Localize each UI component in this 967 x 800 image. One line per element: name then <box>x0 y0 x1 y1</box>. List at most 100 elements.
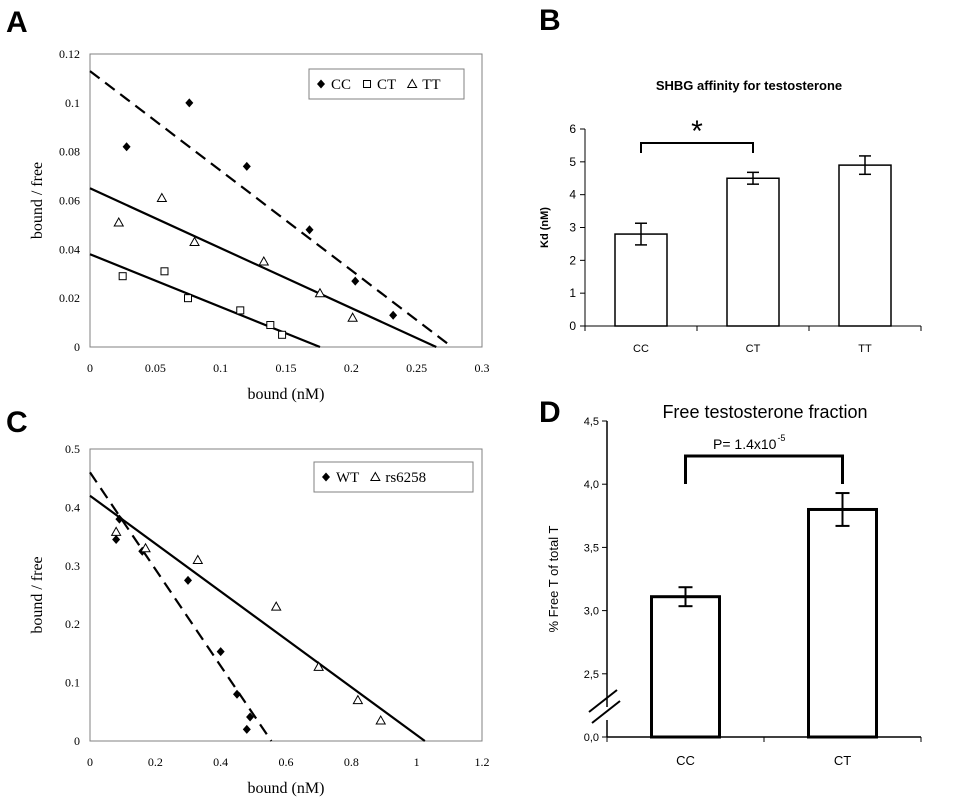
point-wt <box>184 575 192 585</box>
point-tt <box>113 216 125 227</box>
category-label-tt: TT <box>858 343 872 355</box>
point-ct <box>266 321 275 330</box>
point-cc <box>305 225 314 235</box>
legend-label-cc: CC <box>331 77 351 93</box>
fit-line-rs6258 <box>89 494 426 742</box>
p-value-label: P= 1.4x10 <box>713 436 777 452</box>
point-ct <box>118 272 127 281</box>
x-tick-label: 0.6 <box>279 755 294 769</box>
p-value-exponent: -5 <box>777 433 785 443</box>
fit-line-cc <box>89 70 453 348</box>
point-cc <box>242 161 251 171</box>
y-tick-label: 1 <box>569 286 576 300</box>
x-tick-label: 0.8 <box>344 755 359 769</box>
point-wt <box>233 689 241 699</box>
point-tt <box>189 236 200 247</box>
point-tt <box>314 287 326 298</box>
point-rs6258 <box>140 542 151 553</box>
point-rs6258 <box>313 661 325 671</box>
category-label-ct: CT <box>834 753 851 768</box>
fit-line-tt <box>89 187 437 348</box>
significance-bracket <box>684 454 844 484</box>
y-tick-label: 2 <box>569 253 576 267</box>
y-tick-label: 4,0 <box>584 479 599 491</box>
significance-star: * <box>691 115 703 148</box>
plot-area <box>89 53 483 348</box>
y-tick-label: 0.4 <box>65 500 80 514</box>
y-tick-label: 0,0 <box>584 732 599 744</box>
y-tick-label: 0.06 <box>59 194 80 208</box>
y-axis-label: Kd (nM) <box>539 207 551 248</box>
point-wt <box>216 647 225 657</box>
bar-ct <box>807 507 878 739</box>
x-tick-label: 0.25 <box>406 361 427 375</box>
point-rs6258 <box>192 554 204 564</box>
y-tick-label: 6 <box>569 122 576 136</box>
x-tick-label: 0.1 <box>213 361 228 375</box>
legend-marker-wt <box>322 472 330 482</box>
legend-label-wt: WT <box>336 470 359 486</box>
y-tick-label: 0.02 <box>59 291 80 305</box>
x-tick-label: 0.2 <box>344 361 359 375</box>
y-tick-label: 0 <box>74 734 80 748</box>
point-ct <box>278 330 287 339</box>
category-label-cc: CC <box>676 753 695 768</box>
point-rs6258 <box>375 715 387 725</box>
bar-cc <box>614 233 668 327</box>
point-rs6258 <box>270 601 282 611</box>
point-rs6258 <box>110 526 122 536</box>
x-axis-label: bound (nM) <box>248 780 325 797</box>
x-tick-label: 0.2 <box>148 755 163 769</box>
y-tick-label: 4,5 <box>584 416 599 428</box>
y-tick-label: 5 <box>569 155 576 169</box>
y-tick-label: 3,5 <box>584 542 599 554</box>
y-tick-label: 0.1 <box>65 96 80 110</box>
legend-box <box>313 461 474 493</box>
chart-title: Free testosterone fraction <box>662 402 867 422</box>
y-tick-label: 0.1 <box>65 676 80 690</box>
plot-area <box>89 448 483 742</box>
point-cc <box>351 276 360 286</box>
legend-label-tt: TT <box>422 77 440 93</box>
point-wt <box>242 724 251 734</box>
legend-marker-tt <box>406 78 418 88</box>
fit-line-wt <box>89 471 273 742</box>
x-tick-label: 0.4 <box>213 755 228 769</box>
point-cc <box>185 98 194 108</box>
point-wt <box>112 535 121 545</box>
bar-cc <box>650 595 721 739</box>
y-tick-label: 3 <box>569 221 576 235</box>
point-cc <box>122 142 131 152</box>
y-tick-label: 0.12 <box>59 47 80 61</box>
y-tick-label: 0.08 <box>59 145 80 159</box>
point-rs6258 <box>352 694 364 705</box>
y-axis-label: bound / free <box>29 556 46 633</box>
panel-b: B 0 1 2 3 4 5 6 Kd (nM) SHBG affinity for testost… <box>539 4 922 355</box>
legend-marker-rs6258 <box>369 471 381 481</box>
x-tick-label: 0 <box>87 755 93 769</box>
y-tick-label: 0.3 <box>65 559 80 573</box>
panel-a: A 0 0.05 0.1 0.15 0.2 0.25 0.3 0 0.02 0.04 0.06 0.08… <box>6 6 490 403</box>
x-tick-label: 0.3 <box>475 361 490 375</box>
legend-marker-ct <box>363 80 372 88</box>
y-axis-label: bound / free <box>29 162 46 239</box>
category-label-cc: CC <box>633 343 649 355</box>
panel-label-a: A <box>6 6 28 39</box>
legend-box <box>308 68 465 100</box>
point-ct <box>160 267 169 276</box>
point-tt <box>258 256 270 266</box>
panel-c: C 0 0.2 0.4 0.6 0.8 1 1.2 0 0.1 0.2 0.3 0.4 0.5 bound … <box>6 406 490 797</box>
legend-marker-cc <box>317 79 325 89</box>
panel-label-b: B <box>539 4 561 37</box>
legend-label-rs6258: rs6258 <box>385 470 426 486</box>
x-tick-label: 1 <box>414 755 420 769</box>
panel-label-c: C <box>6 406 28 439</box>
y-tick-label: 0.2 <box>65 617 80 631</box>
x-tick-label: 0 <box>87 361 93 375</box>
y-tick-label: 0 <box>569 319 576 333</box>
panel-label-d: D <box>539 396 561 429</box>
y-tick-label: 0 <box>74 340 80 354</box>
legend-label-ct: CT <box>377 77 396 93</box>
x-tick-label: 0.15 <box>276 361 297 375</box>
